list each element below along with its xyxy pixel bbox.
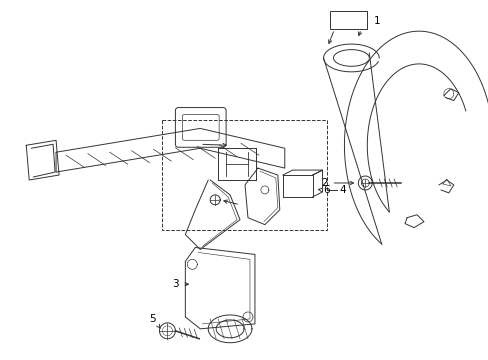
- Text: 2: 2: [320, 178, 327, 188]
- Text: 5: 5: [149, 314, 156, 324]
- Text: 1: 1: [373, 16, 380, 26]
- Bar: [162, 121, 326, 230]
- Text: 3: 3: [171, 279, 178, 289]
- Bar: [329, 11, 366, 29]
- Text: 4: 4: [339, 185, 346, 195]
- Text: 6: 6: [322, 185, 329, 195]
